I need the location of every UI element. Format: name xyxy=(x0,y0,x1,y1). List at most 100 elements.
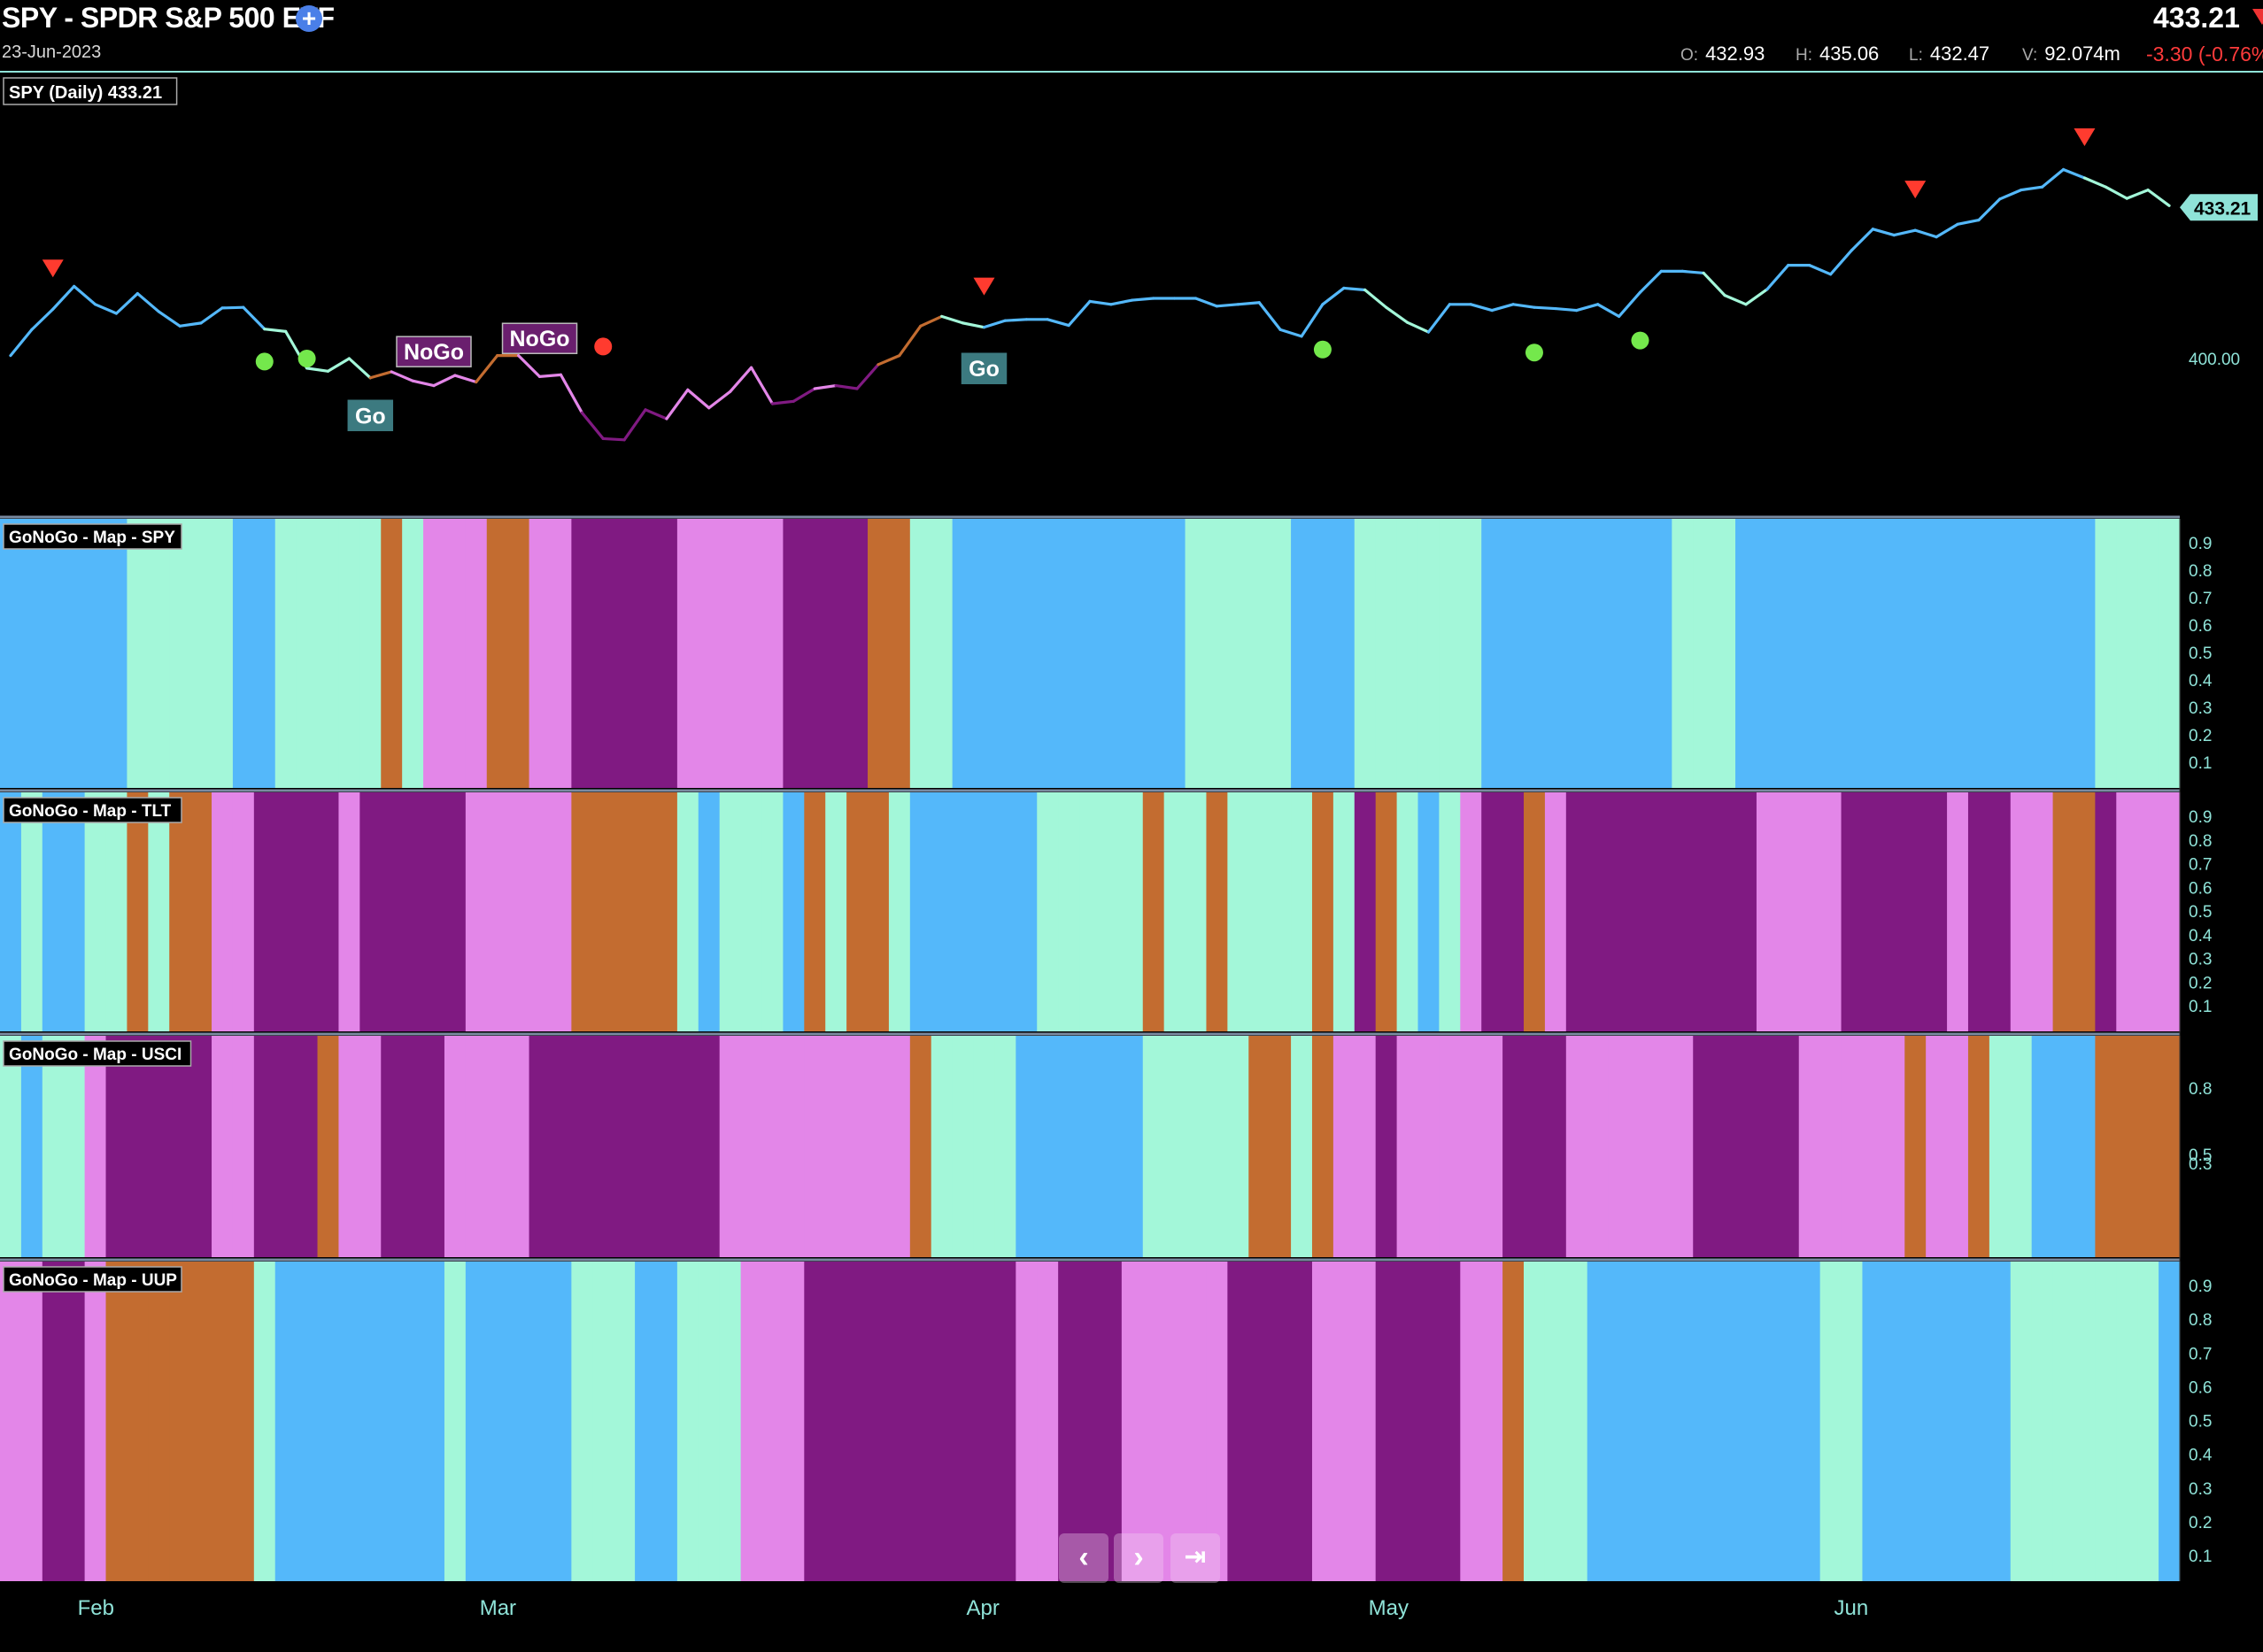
scroll-left-button[interactable]: ‹ xyxy=(1059,1533,1108,1583)
heatmap-cell xyxy=(2031,792,2054,1031)
down-arrow-icon xyxy=(42,259,64,278)
heatmap-cell xyxy=(148,1036,170,1257)
add-symbol-icon[interactable]: + xyxy=(296,5,322,32)
heatmap-cell xyxy=(698,519,721,788)
heatmap-cell xyxy=(1819,1262,1842,1581)
heatmap-cell xyxy=(1016,792,1038,1031)
heatmap-cell xyxy=(274,792,297,1031)
heatmap-cell xyxy=(190,1262,212,1581)
heatmap-cell xyxy=(169,1262,191,1581)
heatmap-cell xyxy=(1714,1036,1736,1257)
heatmap-cell xyxy=(1693,792,1715,1031)
heatmap-cell xyxy=(1375,792,1398,1031)
heatmap-cell xyxy=(317,1262,340,1581)
heatmap-cell xyxy=(127,519,149,788)
heatmap-cell xyxy=(740,1036,763,1257)
price-line-segment xyxy=(1109,298,1134,306)
price-line-segment xyxy=(770,399,795,405)
signal-dot xyxy=(594,337,613,356)
heatmap-cell xyxy=(740,792,763,1031)
heatmap-cell xyxy=(402,519,424,788)
heatmap-cell xyxy=(1672,1262,1694,1581)
go-label-box xyxy=(347,399,394,432)
heatmap-cell xyxy=(1967,792,1990,1031)
price-line-segment xyxy=(644,408,668,421)
heatmap-cell xyxy=(1862,792,1884,1031)
heatmap-cell xyxy=(1926,1262,1948,1581)
heatmap-cell xyxy=(1354,1262,1377,1581)
heatmap-cell xyxy=(1079,519,1101,788)
y-tick-label: 0.8 xyxy=(2189,1311,2212,1330)
signal-dot xyxy=(297,350,316,367)
heatmap-cell xyxy=(1248,792,1271,1031)
heatmap-cell xyxy=(507,519,530,788)
heatmap-cell xyxy=(2031,519,2054,788)
price-line-segment xyxy=(792,387,816,403)
price-line-segment xyxy=(73,284,97,306)
price-line-segment xyxy=(1977,197,2002,222)
go-label: Go xyxy=(355,404,386,428)
heatmap-cell xyxy=(317,1036,340,1257)
heatmap-cell xyxy=(655,792,678,1031)
heatmap-cell xyxy=(1396,519,1419,788)
heatmap-cell xyxy=(84,792,107,1031)
price-line-segment xyxy=(537,373,563,378)
price-line-segment xyxy=(1342,286,1367,292)
gonogo-maps xyxy=(0,515,2181,1581)
heatmap-cell xyxy=(1608,1262,1631,1581)
scroll-right-button[interactable]: › xyxy=(1114,1533,1163,1583)
price-line-segment xyxy=(1363,288,1388,309)
heatmap-cell xyxy=(1544,1262,1567,1581)
heatmap-cell xyxy=(1883,792,1905,1031)
price-down-arrow-icon xyxy=(2252,9,2263,25)
heatmap-cell xyxy=(232,792,255,1031)
heatmap-cell xyxy=(2074,1262,2096,1581)
heatmap-cell xyxy=(994,1262,1016,1581)
heatmap-cell xyxy=(2010,1036,2033,1257)
y-tick-label: 0.1 xyxy=(2189,1548,2212,1566)
scroll-to-end-button[interactable]: ⇥ xyxy=(1170,1533,1220,1583)
heatmap-cell xyxy=(1037,1262,1059,1581)
heatmap-cell xyxy=(1947,519,1969,788)
heatmap-cell xyxy=(888,519,911,788)
heatmap-cell xyxy=(1291,792,1313,1031)
heatmap-cell xyxy=(1332,792,1355,1031)
heatmap-cell xyxy=(550,792,572,1031)
heatmap-cell xyxy=(212,792,234,1031)
heatmap-cell xyxy=(1735,519,1757,788)
heatmap-cell xyxy=(190,1036,212,1257)
heatmap-cell xyxy=(1206,519,1228,788)
heatmap-cell xyxy=(825,792,847,1031)
heatmap-cell xyxy=(486,792,509,1031)
heatmap-cell xyxy=(719,1262,742,1581)
heatmap-cell xyxy=(1037,519,1059,788)
heatmap-cell xyxy=(402,792,424,1031)
nogo-label-box xyxy=(396,336,472,367)
heatmap-cell xyxy=(888,1036,911,1257)
nogo-label: NoGo xyxy=(510,327,570,351)
price-line-segment xyxy=(580,411,605,441)
price-line-segment xyxy=(1913,228,1938,239)
heatmap-cell xyxy=(973,1036,996,1257)
heatmap-cell xyxy=(1227,792,1249,1031)
heatmap-cell xyxy=(825,1036,847,1257)
heatmap-cell xyxy=(1270,1036,1292,1257)
heatmap-cell xyxy=(212,1036,234,1257)
heatmap-cell xyxy=(1777,792,1800,1031)
heatmap-cell xyxy=(1163,1262,1186,1581)
panel-label-box xyxy=(3,1266,182,1293)
price-line-segment xyxy=(93,303,119,315)
price-line-segment xyxy=(1046,318,1070,328)
heatmap-cell xyxy=(1524,1262,1546,1581)
heatmap-cell xyxy=(931,1036,954,1257)
heatmap-cell xyxy=(1270,1262,1292,1581)
heatmap-cell xyxy=(1587,1036,1610,1257)
heatmap-cell xyxy=(1841,1262,1864,1581)
heatmap-cell xyxy=(1650,519,1672,788)
price-line-segment xyxy=(1193,297,1219,308)
heatmap-cell xyxy=(1565,792,1588,1031)
y-tick-label: 0.3 xyxy=(2189,1480,2212,1499)
heatmap-cell xyxy=(1121,1036,1144,1257)
heatmap-cell xyxy=(1650,1036,1672,1257)
